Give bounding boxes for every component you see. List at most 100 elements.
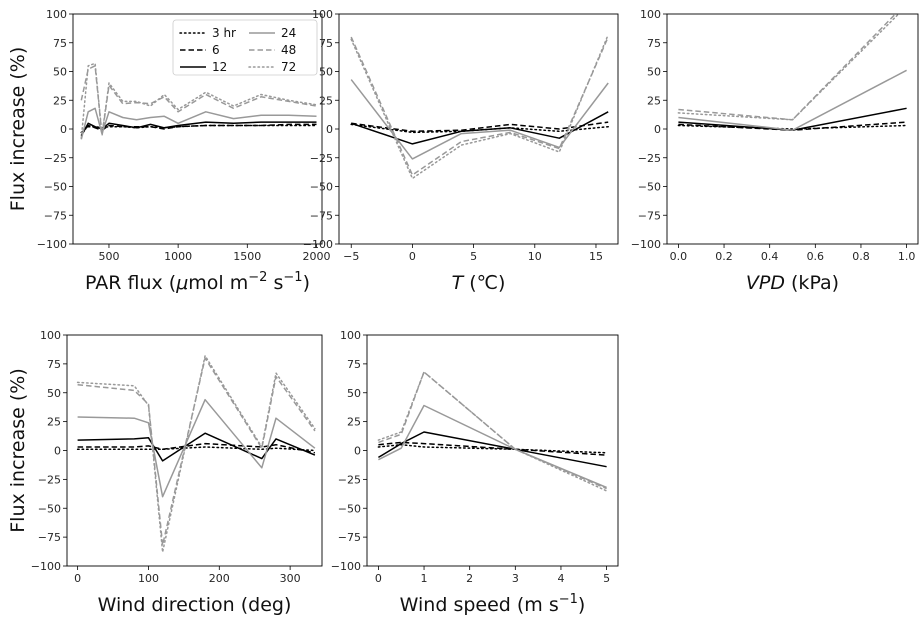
series-line-6 [351, 121, 609, 133]
series-line-3-hr [80, 124, 318, 134]
x-tick-label: 0.8 [852, 250, 870, 263]
y-tick-label: −25 [38, 473, 61, 486]
x-tick-label: 3 [512, 572, 519, 585]
y-tick-label: 0 [654, 123, 661, 136]
x-axis-label: VPD (kPa) [746, 272, 839, 294]
y-tick-label: 50 [319, 66, 333, 79]
y-tick-label: 75 [647, 37, 661, 50]
panel-5: −100 −75 −50 −25 0 25 50 75 100 0 1 2 3 4 5 Wind speed … [331, 329, 619, 616]
y-tick-label: 100 [340, 329, 361, 342]
y-tick-label: −100 [37, 238, 67, 251]
legend-label: 12 [212, 60, 227, 74]
x-axis-label: Wind direction (deg) [98, 594, 292, 616]
series-group [76, 355, 316, 553]
y-tick-label: −75 [38, 531, 61, 544]
y-tick-label: −100 [631, 238, 661, 251]
series-line-6 [80, 123, 317, 136]
axes-frame [366, 334, 619, 567]
y-tick-label: −25 [638, 152, 661, 165]
y-tick-label: −100 [31, 560, 61, 573]
x-tick-label: 100 [138, 572, 159, 585]
x-tick-label: 0.0 [670, 250, 688, 263]
series-line-72 [350, 33, 609, 180]
xlabel-part: ) [303, 272, 310, 294]
xlabel-part: Wind direction (deg) [98, 594, 292, 616]
y-tick-label: 100 [312, 8, 333, 21]
y-tick-label: 50 [647, 66, 661, 79]
xlabel-part: T [452, 272, 465, 294]
y-tick-label: −50 [38, 502, 61, 515]
y-tick-label: −25 [310, 152, 333, 165]
y-tick-label: 25 [47, 416, 61, 429]
xlabel-part: −1 [559, 592, 578, 607]
y-tick-label: 0 [54, 445, 61, 458]
x-tick-label: 1 [421, 572, 428, 585]
x-tick-label: 10 [528, 250, 542, 263]
xlabel-part: ) [578, 594, 585, 616]
series-line-72 [677, 14, 900, 121]
x-tick-label: 300 [280, 572, 301, 585]
xlabel-part: VPD [746, 272, 785, 294]
series-group [377, 371, 608, 492]
series-line-48 [80, 65, 317, 137]
x-axis-label: T (℃) [452, 272, 506, 294]
series-group [350, 33, 609, 180]
y-tick-label: 75 [319, 37, 333, 50]
series-line-72 [80, 62, 318, 139]
x-tick-label: 5 [470, 250, 477, 263]
xlabel-part: Wind speed (m s [400, 594, 559, 616]
x-tick-label: 5 [603, 572, 610, 585]
y-tick-label: −100 [303, 238, 333, 251]
y-tick-label: 75 [53, 37, 67, 50]
x-tick-label: 0.4 [761, 250, 779, 263]
legend-label: 48 [281, 43, 296, 57]
x-tick-label: 500 [98, 250, 119, 263]
y-tick-label: 75 [347, 358, 361, 371]
series-line-24 [350, 79, 609, 160]
xlabel-part: mol m [188, 272, 248, 294]
y-tick-label: −50 [44, 181, 67, 194]
xlabel-part: s [267, 272, 283, 294]
x-tick-label: 0.6 [807, 250, 825, 263]
y-axis-label: Flux increase (%) [7, 368, 29, 533]
legend-frame [172, 19, 318, 76]
xlabel-part: −2 [248, 270, 267, 285]
y-tick-label: −25 [338, 473, 361, 486]
y-tick-label: 100 [640, 8, 661, 21]
y-tick-label: 0 [326, 123, 333, 136]
xlabel-part: PAR flux ( [85, 272, 176, 294]
y-tick-label: 25 [647, 94, 661, 107]
legend-label: 24 [281, 26, 296, 40]
x-tick-label: 2 [466, 572, 473, 585]
y-tick-label: −75 [310, 209, 333, 222]
series-line-72 [76, 355, 316, 553]
legend-label: 72 [281, 60, 296, 74]
x-tick-label: 4 [557, 572, 564, 585]
legend-label: 3 hr [212, 26, 236, 40]
series-line-48 [678, 14, 897, 121]
x-tick-label: 1000 [164, 250, 192, 263]
series-group [80, 62, 318, 140]
x-tick-label: 0 [375, 572, 382, 585]
y-tick-label: −75 [44, 209, 67, 222]
series-line-3-hr [76, 446, 316, 452]
y-tick-label: 75 [47, 358, 61, 371]
y-tick-label: 0 [60, 123, 67, 136]
y-tick-label: −25 [44, 152, 67, 165]
series-line-48 [378, 371, 607, 490]
series-line-24 [77, 398, 316, 498]
y-tick-label: 25 [53, 94, 67, 107]
series-line-12 [80, 121, 317, 137]
y-tick-label: 100 [46, 8, 67, 21]
legend: 3 hr 6 12 24 48 72 [172, 19, 318, 76]
series-line-24 [678, 69, 907, 131]
y-tick-label: 25 [319, 94, 333, 107]
y-tick-label: −50 [310, 181, 333, 194]
panel-4: −100 −75 −50 −25 0 25 50 75 100 0 100 200 300 Wind di… [7, 329, 323, 616]
y-tick-label: 25 [347, 416, 361, 429]
xlabel-part: (kPa) [785, 272, 839, 294]
series-line-6 [378, 441, 607, 456]
y-tick-label: −100 [331, 560, 361, 573]
series-line-3-hr [377, 443, 608, 454]
